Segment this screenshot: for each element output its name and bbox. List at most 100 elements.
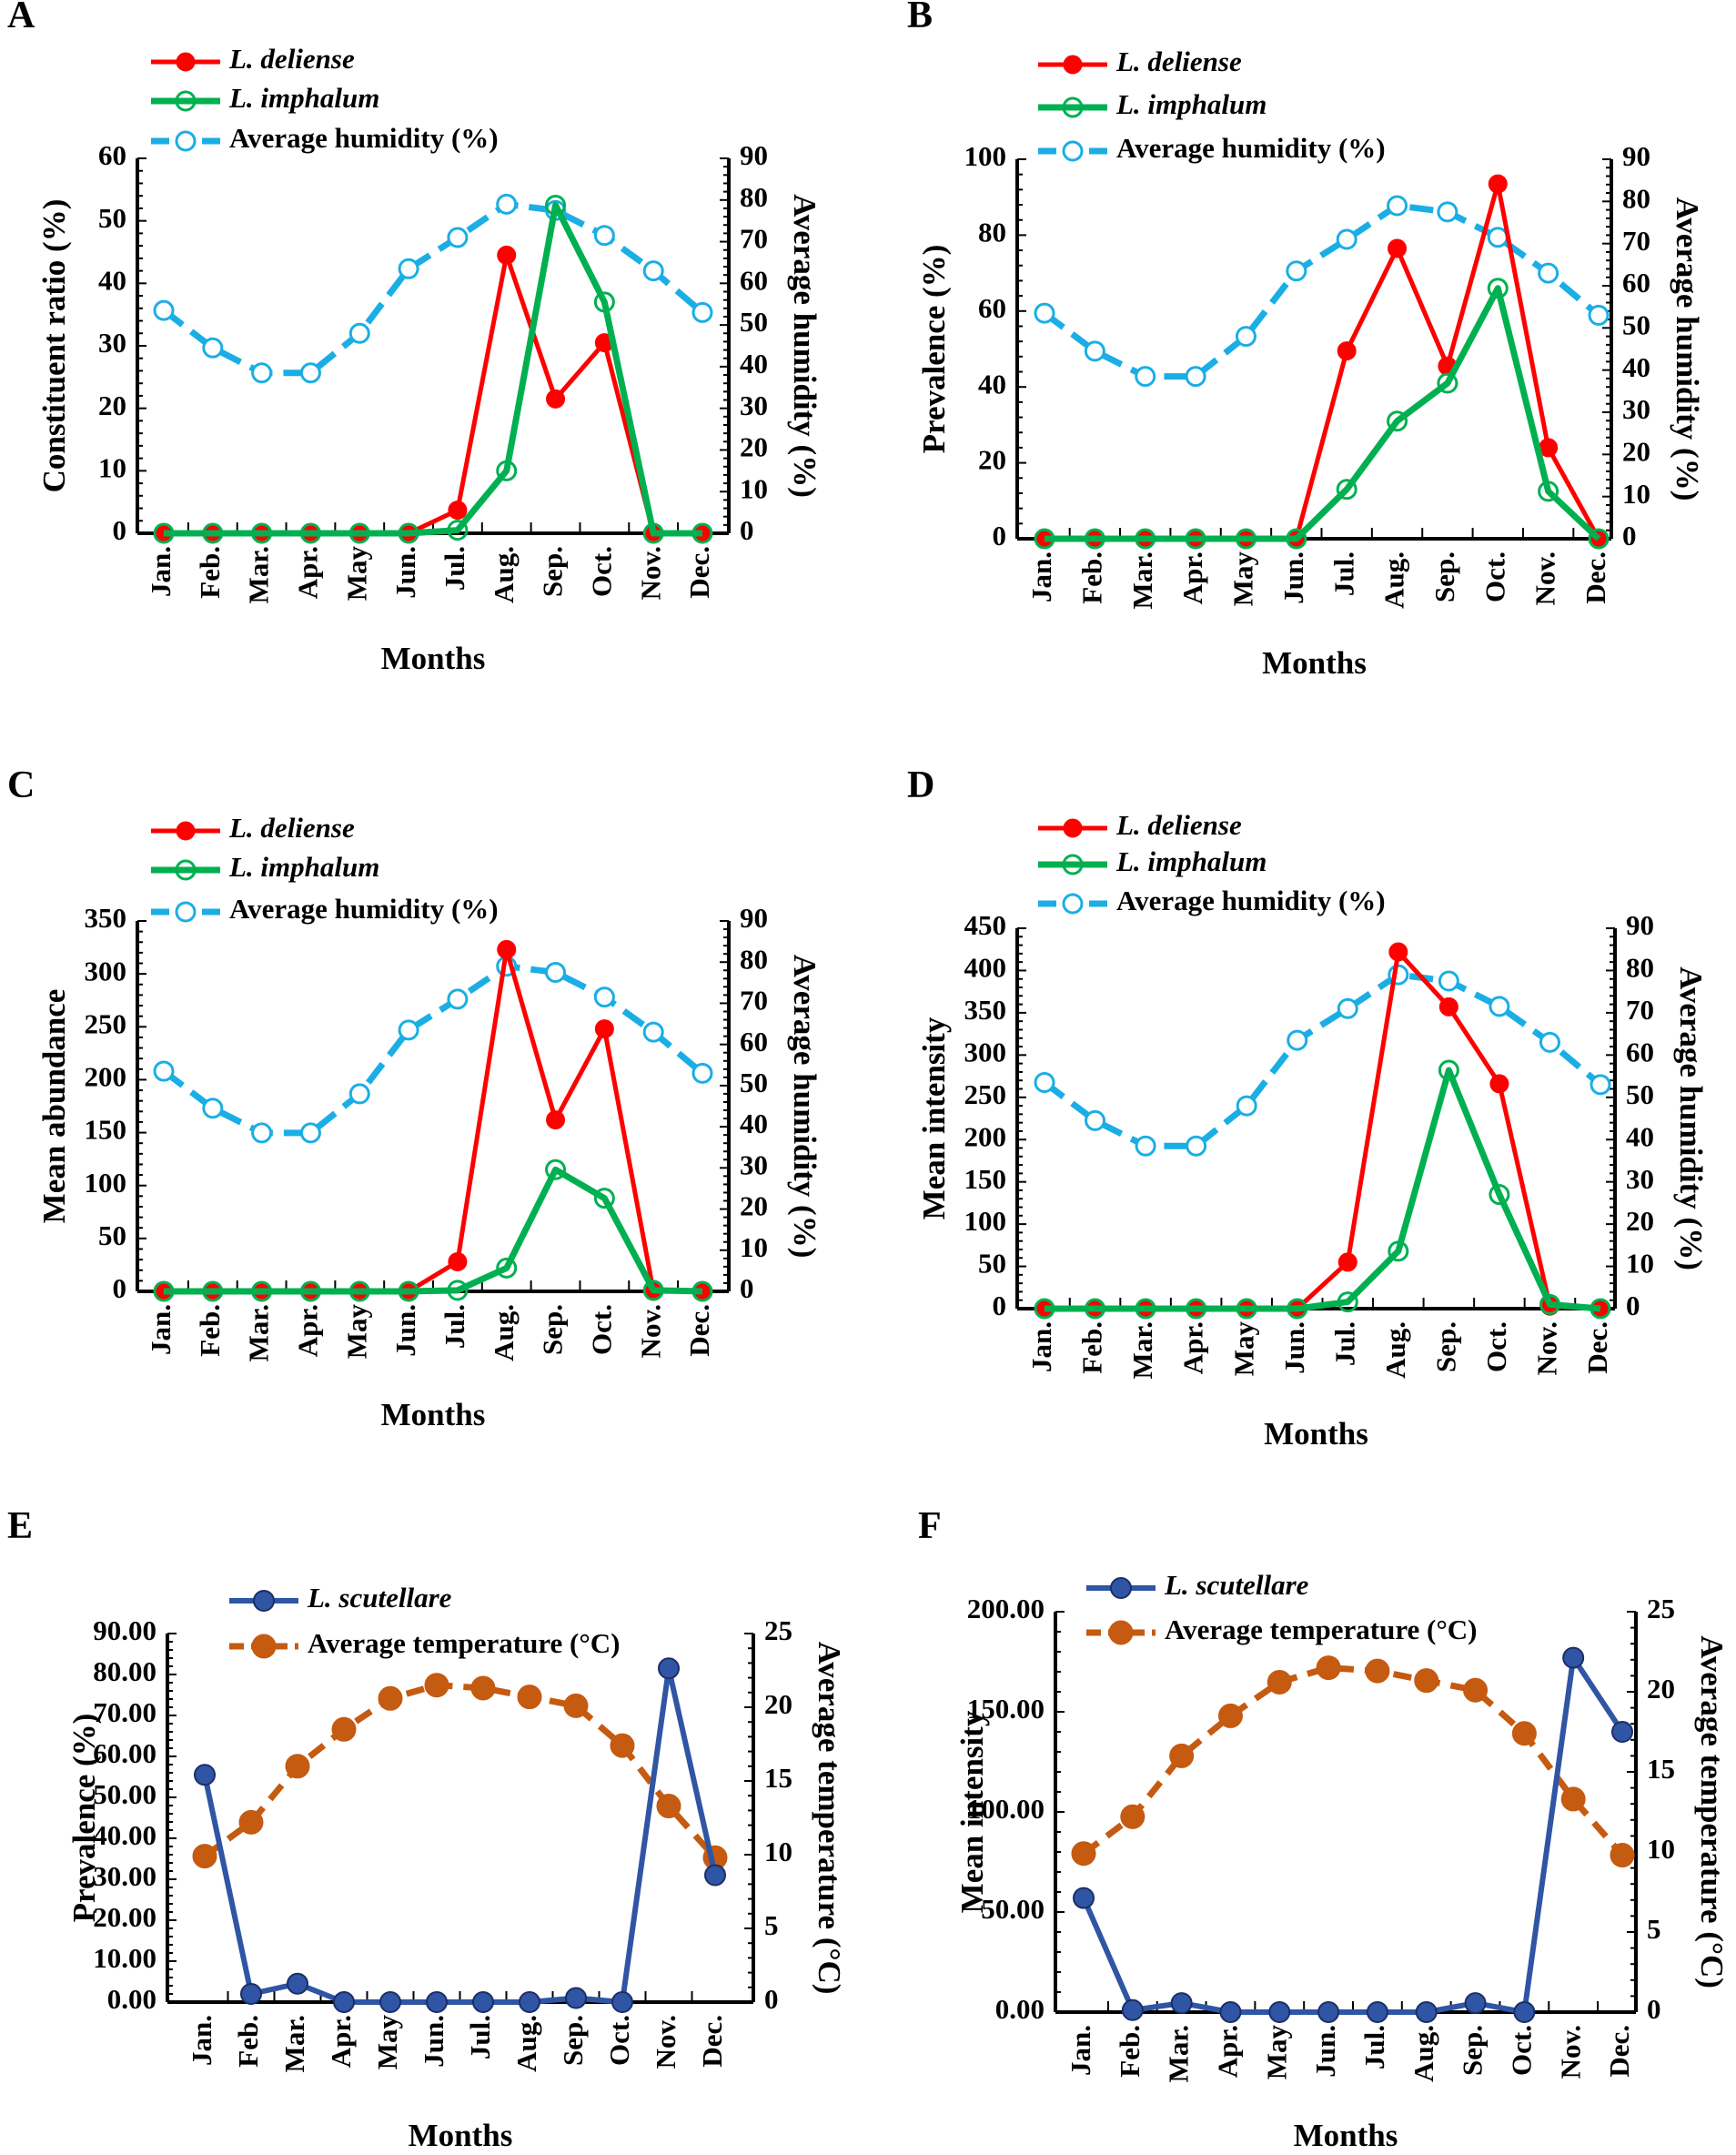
legend-marker — [1062, 140, 1084, 162]
y-tick-label-left: 150 — [85, 1114, 127, 1146]
legend-item: Average temperature (°C) — [1086, 1614, 1477, 1645]
x-axis-title: Months — [409, 2118, 513, 2153]
data-point — [447, 227, 469, 248]
data-point — [299, 522, 321, 544]
y-tick-label-left: 100 — [964, 140, 1007, 172]
data-point — [610, 1733, 635, 1758]
x-tick-label: Aug. — [1379, 1321, 1411, 1379]
data-point — [1538, 262, 1559, 284]
data-point — [1438, 970, 1459, 992]
data-point — [1084, 340, 1105, 362]
x-tick-label: Jun. — [389, 546, 421, 599]
series-humidity — [153, 956, 713, 1144]
series-red — [1035, 942, 1610, 1319]
x-tick-label: Dec. — [683, 546, 715, 599]
x-tick-label: Jul. — [464, 2015, 496, 2059]
legend-label: L. imphalum — [228, 851, 379, 883]
series-line — [1042, 971, 1603, 1149]
data-point — [1489, 1074, 1509, 1094]
data-point — [1538, 481, 1559, 502]
y-tick-label-left: 10.00 — [93, 1942, 156, 1974]
legend-item: L. imphalum — [1038, 845, 1267, 877]
data-point — [447, 1280, 469, 1301]
legend-marker — [175, 130, 197, 152]
data-point — [1488, 174, 1508, 194]
panel-B: B 0 20 40 60 80 100 0 10 20 30 40 50 60 70 80 90 Jan. Feb.… — [907, 0, 1705, 681]
x-tick-label: Mar. — [1163, 2025, 1195, 2082]
legend-marker — [1063, 818, 1083, 838]
y-tick-label-left: 60 — [98, 139, 126, 171]
data-point — [153, 299, 175, 321]
y-tick-label-right: 70 — [740, 223, 768, 255]
series-green — [153, 1158, 713, 1302]
data-point — [1286, 260, 1307, 282]
legend-marker — [1062, 96, 1084, 118]
data-point — [153, 522, 175, 544]
y-tick-label-left: 60.00 — [93, 1737, 156, 1769]
x-tick-label: Jun. — [1277, 551, 1309, 604]
data-point — [333, 1991, 355, 2013]
x-tick-label: Sep. — [537, 546, 569, 597]
data-point — [691, 1280, 713, 1302]
y-tick-label-right: 25 — [1647, 1593, 1675, 1624]
y-tick-label-right: 5 — [1647, 1913, 1661, 1945]
y-tick-label-right: 20 — [740, 431, 768, 463]
data-point — [1560, 1786, 1586, 1812]
data-point — [545, 1158, 567, 1180]
series-line — [161, 963, 705, 1137]
data-point — [1034, 528, 1055, 550]
series-temp — [192, 1673, 728, 1870]
data-point — [1610, 1843, 1635, 1868]
x-tick-label: Sep. — [1428, 551, 1460, 602]
x-tick-label: Sep. — [1429, 1321, 1461, 1372]
data-point — [1611, 1721, 1633, 1743]
x-tick-label: Feb. — [232, 2015, 264, 2068]
y-tick-label-left: 60 — [978, 292, 1006, 324]
legend-item: Average humidity (%) — [151, 122, 499, 154]
series-blue — [1073, 1646, 1633, 2023]
legend-item: Average temperature (°C) — [229, 1627, 620, 1659]
x-tick-label: Dec. — [1603, 2025, 1635, 2078]
y-tick-label-left: 80 — [978, 217, 1006, 248]
y-axis-title-left: Prevalence (%) — [66, 1714, 102, 1923]
data-point — [1185, 528, 1206, 550]
data-point — [1316, 1655, 1341, 1681]
x-tick-label: Dec. — [696, 2015, 728, 2068]
y-tick-label-left: 30 — [98, 327, 126, 359]
data-point — [497, 939, 517, 959]
data-point — [1487, 278, 1509, 299]
y-tick-label-right: 90 — [740, 139, 768, 171]
y-tick-label-left: 30.00 — [93, 1860, 156, 1892]
x-tick-label: Jul. — [1328, 1321, 1360, 1366]
panel-A: A 0 10 20 30 40 50 60 0 10 20 30 40 50 60 70 80 90 Jan. Feb… — [7, 0, 823, 676]
data-point — [1084, 528, 1105, 550]
y-tick-label-left: 50 — [98, 202, 126, 234]
legend-label: Average humidity (%) — [229, 893, 499, 925]
y-tick-label-right: 20 — [1622, 435, 1650, 467]
legend-item: L. deliense — [151, 43, 355, 75]
y-tick-label-right: 50 — [740, 306, 768, 338]
data-point — [1588, 304, 1610, 326]
panel-C: C 0 50 100 150 200 250 300 350 0 10 20 30 40 50 60 70 80 9… — [7, 764, 823, 1432]
data-point — [348, 522, 370, 544]
legend-marker — [1062, 854, 1084, 875]
x-tick-label: Nov. — [650, 2015, 681, 2069]
y-tick-label-left: 20.00 — [93, 1901, 156, 1933]
x-tick-label: Mar. — [1126, 1321, 1158, 1379]
y-tick-label-right: 10 — [764, 1836, 792, 1867]
data-point — [1135, 1298, 1156, 1320]
x-tick-label: Aug. — [1408, 2025, 1439, 2082]
x-tick-label: Aug. — [488, 546, 520, 603]
y-tick-label-right: 0 — [1626, 1290, 1640, 1321]
legend-item: L. imphalum — [151, 82, 379, 114]
y-tick-label-right: 90 — [740, 902, 768, 934]
y-tick-label-left: 40 — [978, 368, 1006, 400]
y-tick-label-right: 40 — [740, 348, 768, 379]
y-tick-label-left: 300 — [964, 1036, 1007, 1067]
data-point — [251, 362, 273, 384]
legend-marker — [176, 821, 196, 841]
y-tick-label-right: 40 — [1622, 351, 1650, 383]
panel-letter: E — [7, 1505, 33, 1547]
x-tick-label: Feb. — [194, 546, 226, 599]
legend-label: L. imphalum — [228, 82, 379, 114]
